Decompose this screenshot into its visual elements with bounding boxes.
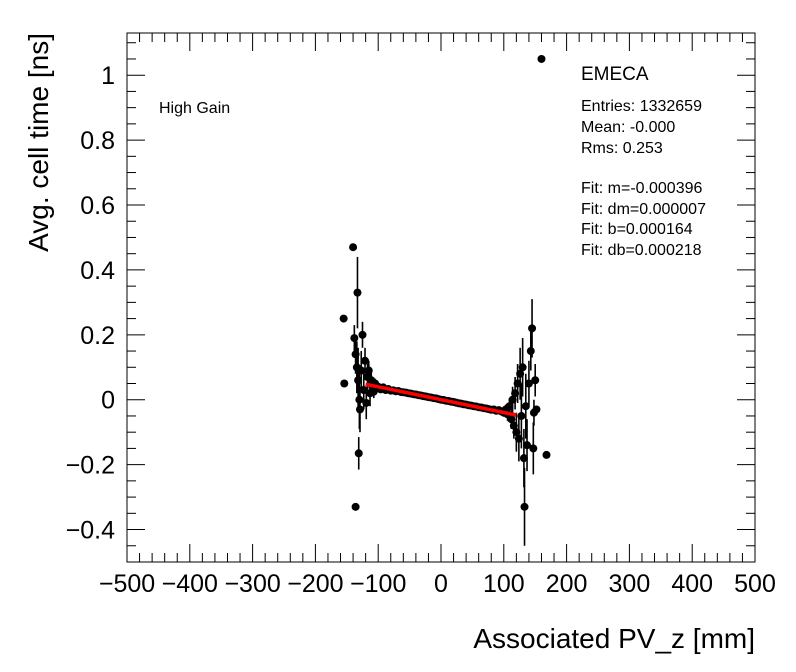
point-marker [361, 356, 370, 365]
data-point [529, 422, 538, 475]
point-marker [517, 411, 526, 420]
y-tick-label: −0.4 [66, 517, 115, 545]
data-point [351, 502, 360, 511]
x-tick-label: −200 [287, 570, 343, 598]
data-point [532, 405, 541, 414]
x-tick-label: −100 [350, 570, 406, 598]
x-tick-label: 200 [546, 570, 588, 598]
x-tick-label: −400 [162, 570, 218, 598]
data-point [518, 338, 527, 397]
point-marker [355, 405, 364, 414]
x-tick-label: 500 [734, 570, 776, 598]
data-point [523, 419, 532, 472]
data-point [526, 331, 535, 371]
fit-m: Fit: m=-0.000396 [581, 180, 703, 197]
point-marker [354, 449, 363, 458]
point-marker [528, 324, 537, 333]
point-marker [350, 334, 359, 343]
gain-label: High Gain [159, 100, 230, 117]
point-marker [505, 402, 514, 411]
x-tick-label: −300 [224, 570, 280, 598]
y-tick-label: 0.6 [80, 192, 115, 220]
point-marker [531, 376, 540, 385]
data-point [349, 243, 358, 252]
point-marker [349, 243, 358, 252]
point-marker [523, 441, 532, 450]
data-point [358, 321, 367, 348]
y-tick-label: 0.2 [80, 322, 115, 350]
data-point [524, 360, 533, 407]
stats-rms: Rms: 0.253 [581, 140, 663, 157]
point-marker [362, 398, 371, 407]
x-tick-labels: −500 −400 −300 −200 −100 0 100 200 300 400 500 [99, 570, 776, 598]
data-point [520, 467, 529, 546]
y-axis-title: Avg. cell time [ns] [23, 33, 54, 252]
point-marker [340, 379, 349, 388]
point-marker [537, 54, 546, 63]
stats-entries: Entries: 1332659 [581, 98, 702, 115]
y-tick-label: 0.8 [80, 127, 115, 155]
point-marker [532, 405, 541, 414]
fit-layer [365, 382, 517, 417]
fit-dm: Fit: dm=0.000007 [581, 201, 706, 218]
x-tick-label: 0 [434, 570, 448, 598]
data-point [339, 314, 348, 323]
data-points [339, 54, 551, 546]
point-marker [526, 347, 535, 356]
point-marker [529, 444, 538, 453]
fit-db: Fit: db=0.000218 [581, 242, 702, 259]
y-tick-label: 0 [101, 387, 115, 415]
point-marker [339, 314, 348, 323]
point-marker [519, 454, 528, 463]
x-tick-label: 300 [609, 570, 651, 598]
point-marker [542, 450, 551, 459]
y-tick-label: 0.4 [80, 257, 115, 285]
x-tick-label: 400 [671, 570, 713, 598]
data-point [340, 379, 349, 388]
point-marker [521, 402, 530, 411]
point-marker [353, 288, 362, 297]
point-marker [524, 379, 533, 388]
x-axis-title: Associated PV_z [mm] [473, 623, 755, 654]
point-marker [358, 330, 367, 339]
x-tick-label: 100 [483, 570, 525, 598]
data-point [353, 256, 362, 329]
detector-label: EMECA [581, 64, 649, 85]
data-point [354, 437, 363, 470]
data-point [517, 383, 526, 449]
data-point [528, 299, 537, 358]
data-point [537, 54, 546, 63]
point-marker [351, 502, 360, 511]
fit-b: Fit: b=0.000164 [581, 221, 693, 238]
data-point [355, 386, 364, 433]
data-point [542, 450, 551, 459]
y-tick-label: 1 [101, 62, 115, 90]
point-marker [518, 363, 527, 372]
point-marker [520, 502, 529, 511]
x-tick-label: −500 [99, 570, 155, 598]
axis-ticks [126, 33, 756, 563]
fit-line [365, 382, 517, 417]
y-tick-label: −0.2 [66, 452, 115, 480]
stats-mean: Mean: -0.000 [581, 119, 675, 136]
data-point [531, 364, 540, 397]
y-tick-labels: −0.4 −0.2 0 0.2 0.4 0.6 0.8 1 [66, 62, 115, 544]
